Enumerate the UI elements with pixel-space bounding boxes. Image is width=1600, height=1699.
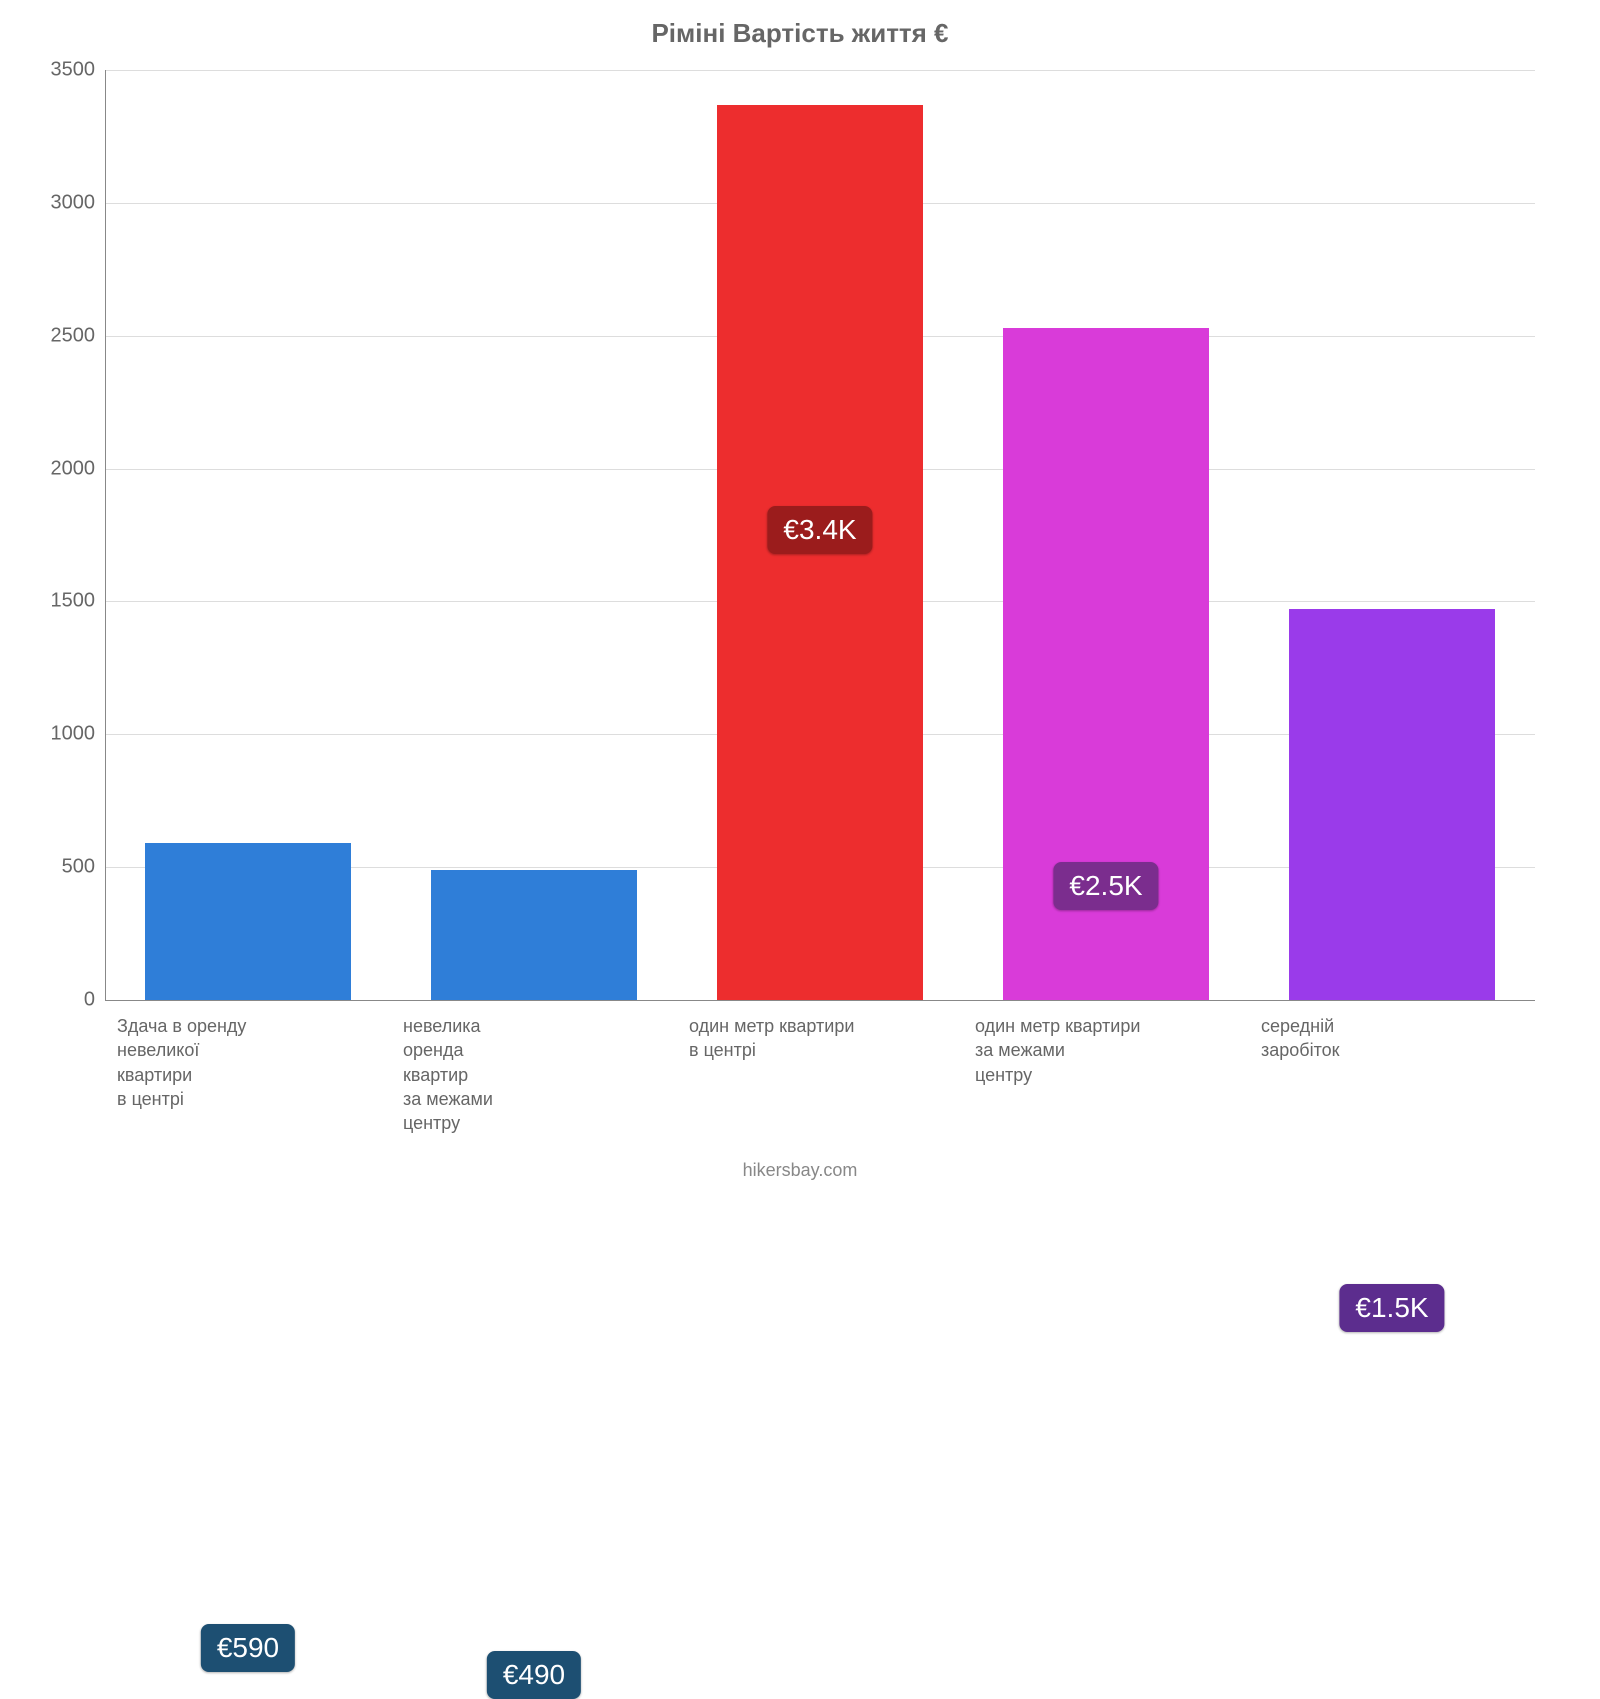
x-axis-label: один метр квартири за межами центру: [975, 1000, 1251, 1087]
bar: €2.5K: [1003, 328, 1209, 1000]
y-tick-label: 1000: [51, 723, 106, 746]
bar: €490: [431, 870, 637, 1000]
y-axis-line: [105, 70, 106, 1000]
y-tick-label: 3000: [51, 191, 106, 214]
bar: €1.5K: [1289, 609, 1495, 1000]
plot-area: 0500100015002000250030003500€590Здача в …: [105, 70, 1535, 1000]
y-tick-label: 2500: [51, 324, 106, 347]
x-axis-label: один метр квартири в центрі: [689, 1000, 965, 1063]
bar-value-badge: €1.5K: [1339, 1284, 1444, 1332]
y-tick-label: 500: [62, 856, 105, 879]
y-tick-label: 3500: [51, 59, 106, 82]
bar: €590: [145, 843, 351, 1000]
source-label: hikersbay.com: [0, 1160, 1600, 1181]
x-axis-label: Здача в оренду невеликої квартири в цент…: [117, 1000, 393, 1111]
y-tick-label: 0: [84, 989, 105, 1012]
y-tick-label: 2000: [51, 457, 106, 480]
bar-value-badge: €2.5K: [1053, 862, 1158, 910]
bar-value-badge: €490: [487, 1651, 581, 1699]
x-axis-label: середній заробіток: [1261, 1000, 1537, 1063]
bar-value-badge: €3.4K: [767, 506, 872, 554]
x-axis-label: невелика оренда квартир за межами центру: [403, 1000, 679, 1135]
grid-line: [105, 70, 1535, 71]
cost-of-living-chart: Ріміні Вартість життя € 0500100015002000…: [0, 0, 1600, 1200]
bar-value-badge: €590: [201, 1624, 295, 1672]
bar: €3.4K: [717, 105, 923, 1000]
chart-title: Ріміні Вартість життя €: [0, 18, 1600, 49]
y-tick-label: 1500: [51, 590, 106, 613]
